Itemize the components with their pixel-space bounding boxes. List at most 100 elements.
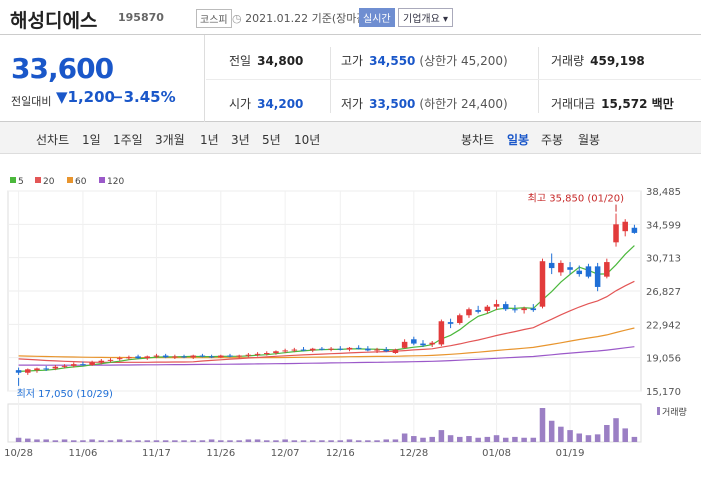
- price-chart[interactable]: 38,485 34,599 30,713 26,827 22,942 19,056 15,1…: [0, 154, 701, 487]
- tab-3y[interactable]: 3년: [231, 133, 250, 147]
- legend-swatch: [67, 177, 73, 183]
- candle-body: [162, 355, 169, 358]
- max-price-label: 최고 35,850 (01/20): [528, 193, 624, 205]
- candle-body: [475, 310, 481, 312]
- tab-monthly[interactable]: 월봉: [578, 133, 601, 147]
- legend-label: 20: [43, 177, 55, 187]
- divider: [538, 47, 539, 113]
- tab-daily[interactable]: 일봉: [507, 133, 530, 147]
- volume-bar: [567, 430, 573, 442]
- volume-bar: [594, 434, 601, 442]
- change-value: ▼1,200: [56, 88, 115, 106]
- volume-bar: [383, 439, 389, 442]
- tab-5y[interactable]: 5년: [262, 133, 281, 147]
- candle-body: [530, 308, 537, 311]
- min-price-label: 최저 17,050 (10/29): [17, 388, 113, 400]
- y-tick-label: 26,827: [646, 287, 681, 298]
- volume-bar: [401, 433, 408, 442]
- y-tick-label: 30,713: [646, 254, 681, 265]
- amount-label: 거래대금: [551, 97, 596, 111]
- y-tick-label: 15,170: [646, 387, 681, 398]
- candle-body: [567, 267, 573, 270]
- candle-body: [25, 369, 31, 373]
- candle-body: [521, 308, 527, 311]
- open-label: 시가: [229, 97, 252, 111]
- volume-bar: [181, 440, 187, 442]
- volume-bar: [355, 440, 362, 442]
- lower-limit: (하한가 24,400): [419, 97, 508, 111]
- volume-bar: [558, 426, 564, 442]
- tab-3m[interactable]: 3개월: [155, 133, 185, 147]
- candle-body: [218, 355, 224, 358]
- company-info-dropdown[interactable]: 기업개요 ▾: [398, 8, 453, 27]
- legend-label: 60: [75, 177, 87, 187]
- volume-bar: [15, 437, 22, 442]
- tab-1y[interactable]: 1년: [200, 133, 219, 147]
- candle-body: [420, 343, 426, 346]
- candle-body: [631, 227, 638, 233]
- volume-bar: [43, 439, 49, 442]
- candle-body: [98, 360, 105, 363]
- volume-value: 459,198: [590, 54, 645, 68]
- volume-bar: [70, 440, 77, 442]
- candle-body: [558, 262, 564, 273]
- legend-swatch: [35, 177, 41, 183]
- realtime-button[interactable]: 실시간: [359, 8, 395, 27]
- tab-1w[interactable]: 1주일: [113, 133, 143, 147]
- volume-bar: [264, 440, 270, 442]
- candle-body: [116, 358, 123, 360]
- y-tick-label: 22,942: [646, 320, 681, 331]
- candle-body: [199, 355, 206, 357]
- candle-body: [457, 315, 463, 323]
- candle-body: [126, 357, 132, 359]
- candle-body: [438, 321, 445, 345]
- x-tick-label: 10/28: [4, 448, 33, 459]
- candle-body: [245, 354, 252, 356]
- volume-bar: [521, 437, 527, 442]
- candle-body: [208, 356, 215, 358]
- y-tick-label: 19,056: [646, 354, 681, 365]
- volume-bar: [530, 437, 537, 442]
- volume-bar: [502, 437, 509, 442]
- volume-bar: [484, 436, 491, 442]
- volume-bar: [447, 435, 454, 442]
- volume-bar: [126, 440, 132, 442]
- candlestick-chart-svg: 38,485 34,599 30,713 26,827 22,942 19,056 15,1…: [4, 177, 687, 459]
- candle-body: [309, 348, 316, 351]
- volume-bar: [539, 408, 546, 442]
- candle-body: [181, 356, 187, 358]
- tab-weekly[interactable]: 주봉: [541, 133, 564, 147]
- volume-bar: [80, 440, 86, 442]
- legend-swatch: [99, 177, 105, 183]
- candle-body: [300, 349, 307, 351]
- candle-body: [227, 355, 233, 357]
- prev-close-value: 34,800: [257, 54, 304, 68]
- volume-bar: [392, 439, 399, 442]
- candle-body: [365, 348, 371, 351]
- x-tick-label: 01/08: [482, 448, 511, 459]
- volume-bar: [328, 440, 334, 442]
- day-high: 고가 34,550 (상한가 45,200): [341, 52, 508, 69]
- candle-body: [144, 356, 151, 359]
- prev-close: 전일 34,800: [229, 52, 303, 69]
- candle-body: [493, 304, 500, 307]
- ma60-line: [18, 327, 635, 359]
- x-tick-label: 11/26: [206, 448, 235, 459]
- volume-bar: [604, 425, 610, 442]
- legend-label: 5: [18, 177, 24, 187]
- tab-1d[interactable]: 1일: [82, 133, 101, 147]
- candle-body: [291, 349, 298, 351]
- candle-body: [594, 266, 601, 287]
- candle-body: [52, 366, 59, 369]
- volume-bar: [512, 436, 518, 442]
- open-value: 34,200: [257, 97, 304, 111]
- candle-body: [282, 350, 288, 352]
- volume-bar: [411, 436, 417, 442]
- volume-bar: [337, 440, 344, 442]
- volume-bar: [365, 440, 371, 442]
- candle-body: [613, 224, 619, 243]
- tab-10y[interactable]: 10년: [294, 133, 321, 147]
- candle-body: [512, 309, 518, 311]
- x-tick-label: 12/28: [399, 448, 428, 459]
- volume-bar: [116, 439, 123, 442]
